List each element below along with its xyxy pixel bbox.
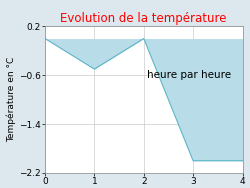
Title: Evolution de la température: Evolution de la température <box>60 12 227 25</box>
Y-axis label: Température en °C: Température en °C <box>7 57 16 142</box>
Text: heure par heure: heure par heure <box>147 70 231 80</box>
